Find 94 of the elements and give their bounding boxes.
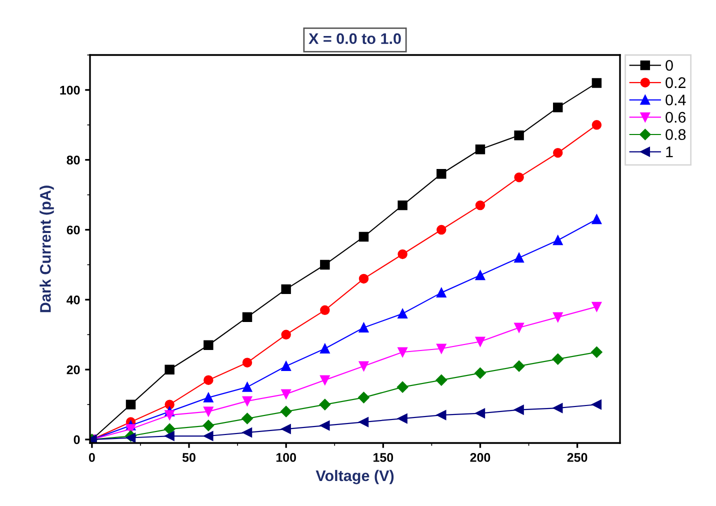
- point: [475, 408, 486, 418]
- point: [474, 367, 486, 379]
- point: [591, 346, 602, 358]
- y-axis-title: Dark Current (pA): [40, 186, 54, 312]
- point: [358, 274, 369, 284]
- point: [242, 428, 252, 438]
- legend-label: 0: [666, 60, 673, 71]
- point: [281, 330, 291, 340]
- point: [126, 400, 136, 410]
- legend-label: 0.6: [666, 112, 686, 123]
- point: [475, 144, 486, 154]
- point: [592, 214, 602, 224]
- point: [164, 423, 176, 435]
- point: [242, 358, 252, 368]
- x-tick-label: 200: [470, 453, 490, 462]
- point: [164, 410, 174, 420]
- point: [204, 431, 214, 441]
- point: [242, 396, 252, 406]
- point: [242, 382, 252, 392]
- legend-label: 0.2: [666, 77, 686, 88]
- point: [514, 404, 524, 415]
- point: [592, 302, 602, 312]
- point: [436, 374, 447, 386]
- point: [592, 120, 602, 130]
- point: [398, 249, 408, 260]
- y-tick-label: 80: [66, 156, 80, 165]
- point: [164, 400, 174, 410]
- legend-label: 0.4: [666, 94, 686, 106]
- y-tick-label: 100: [60, 86, 80, 95]
- x-tick-label: 50: [182, 453, 196, 462]
- point: [281, 389, 291, 399]
- x-tick-label: 0: [88, 453, 95, 462]
- point: [204, 375, 214, 385]
- point: [398, 200, 408, 210]
- point: [475, 270, 486, 280]
- y-tick-label: 20: [66, 365, 80, 374]
- x-axis-title: Voltage (V): [316, 470, 394, 484]
- point: [398, 347, 408, 357]
- point: [320, 344, 330, 354]
- point: [475, 336, 486, 346]
- point: [281, 284, 291, 294]
- point: [436, 410, 446, 420]
- point: [553, 403, 563, 413]
- point: [398, 308, 408, 319]
- y-tick-label: 0: [74, 435, 80, 444]
- point: [553, 148, 563, 158]
- point: [514, 252, 524, 263]
- point: [202, 420, 214, 432]
- point: [475, 200, 486, 210]
- legend-label: 0.8: [666, 129, 686, 140]
- point: [398, 414, 408, 424]
- point: [436, 344, 446, 354]
- point: [320, 375, 330, 385]
- point: [204, 406, 214, 416]
- point: [514, 322, 524, 333]
- point: [358, 392, 370, 404]
- point: [281, 424, 291, 434]
- point: [319, 398, 331, 410]
- point: [592, 400, 602, 410]
- point: [553, 102, 563, 112]
- y-tick-label: 40: [66, 295, 80, 304]
- point: [164, 431, 174, 441]
- point: [553, 312, 563, 322]
- point: [204, 340, 214, 350]
- point: [358, 232, 369, 242]
- point: [320, 305, 330, 316]
- point: [514, 172, 524, 182]
- y-tick-label: 60: [66, 226, 80, 234]
- x-tick-label: 100: [276, 453, 296, 462]
- point: [553, 235, 563, 246]
- legend-label: 1: [666, 146, 673, 158]
- point: [281, 361, 291, 371]
- point: [320, 260, 330, 270]
- point: [280, 406, 292, 418]
- point: [242, 412, 253, 424]
- point: [242, 312, 252, 322]
- point: [396, 381, 408, 393]
- point: [358, 361, 369, 371]
- point: [552, 354, 564, 365]
- x-tick-label: 150: [374, 453, 394, 462]
- point: [164, 364, 174, 374]
- point: [436, 224, 446, 235]
- point: [513, 360, 525, 372]
- point: [436, 168, 446, 179]
- point: [204, 392, 214, 402]
- point: [436, 288, 446, 298]
- point: [592, 78, 602, 88]
- point: [320, 420, 330, 430]
- x-tick-label: 250: [567, 453, 588, 462]
- point: [358, 417, 369, 427]
- point: [126, 432, 136, 443]
- point: [514, 130, 524, 140]
- point: [358, 322, 369, 333]
- chart-title: X = 0.0 to 1.0: [308, 33, 401, 44]
